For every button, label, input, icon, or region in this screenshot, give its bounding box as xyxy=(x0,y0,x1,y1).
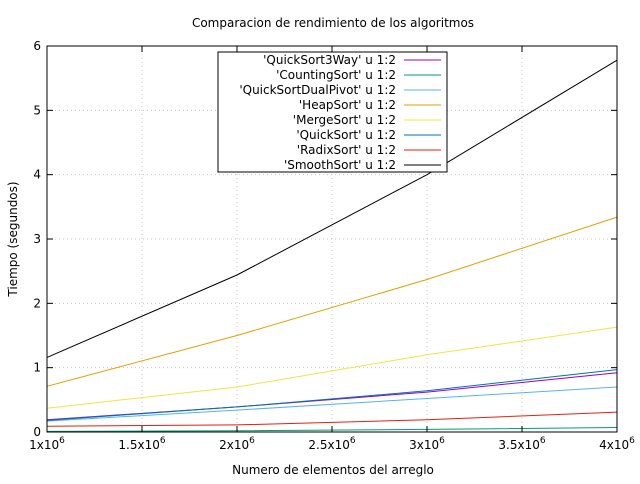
series-line-2 xyxy=(46,386,618,422)
series-line-3 xyxy=(46,216,618,387)
legend-label: 'SmoothSort' u 1:2 xyxy=(284,158,396,172)
legend-box xyxy=(217,51,448,173)
series-line-4 xyxy=(46,326,618,409)
y-tick-label: 0 xyxy=(33,425,41,439)
y-tick-label: 3 xyxy=(33,232,41,246)
legend: 'QuickSort3Way' u 1:2'CountingSort' u 1:… xyxy=(217,51,448,173)
legend-label: 'HeapSort' u 1:2 xyxy=(299,98,396,112)
x-tick-label: 1.5x106 xyxy=(118,436,165,452)
chart-title: Comparacion de rendimiento de los algori… xyxy=(192,16,474,30)
y-tick-label: 5 xyxy=(33,103,41,117)
x-tick-base: 3.5x10 xyxy=(498,438,539,452)
legend-label: 'QuickSort' u 1:2 xyxy=(296,128,396,142)
legend-label: 'CountingSort' u 1:2 xyxy=(276,68,396,82)
x-tick-label: 3.5x106 xyxy=(498,436,545,452)
x-tick-label: 2.5x106 xyxy=(308,436,355,452)
y-axis-label: Tiempo (segundos) xyxy=(6,181,20,297)
x-tick-label: 4x106 xyxy=(599,436,635,452)
series-line-7 xyxy=(46,59,618,358)
x-tick-base: 1.5x10 xyxy=(118,438,159,452)
x-tick-base: 2.5x10 xyxy=(308,438,349,452)
series-line-6 xyxy=(46,411,618,427)
x-tick-base: 4x10 xyxy=(599,438,629,452)
legend-label: 'RadixSort' u 1:2 xyxy=(297,143,396,157)
x-tick-exponent: 6 xyxy=(249,436,255,446)
y-tick-label: 6 xyxy=(33,39,41,53)
x-tick-label: 2x106 xyxy=(219,436,255,452)
x-tick-base: 1x10 xyxy=(29,438,59,452)
y-tick-label: 1 xyxy=(33,361,41,375)
x-tick-exponent: 6 xyxy=(540,436,546,446)
x-axis-label: Numero de elementos del arreglo xyxy=(232,463,434,477)
x-tick-exponent: 6 xyxy=(350,436,356,446)
x-tick-exponent: 6 xyxy=(160,436,166,446)
x-tick-label: 3x106 xyxy=(409,436,445,452)
series-line-5 xyxy=(46,369,618,421)
x-tick-base: 3x10 xyxy=(409,438,439,452)
series-line-0 xyxy=(46,372,618,421)
legend-label: 'QuickSort3Way' u 1:2 xyxy=(263,53,396,67)
legend-label: 'MergeSort' u 1:2 xyxy=(293,113,396,127)
x-tick-exponent: 6 xyxy=(439,436,445,446)
legend-label: 'QuickSortDualPivot' u 1:2 xyxy=(239,83,396,97)
x-tick-base: 2x10 xyxy=(219,438,249,452)
x-tick-exponent: 6 xyxy=(59,436,65,446)
x-tick-label: 1x106 xyxy=(29,436,65,452)
axis-ticks xyxy=(46,45,618,433)
y-tick-label: 2 xyxy=(33,296,41,310)
x-tick-exponent: 6 xyxy=(629,436,635,446)
y-tick-label: 4 xyxy=(33,168,41,182)
